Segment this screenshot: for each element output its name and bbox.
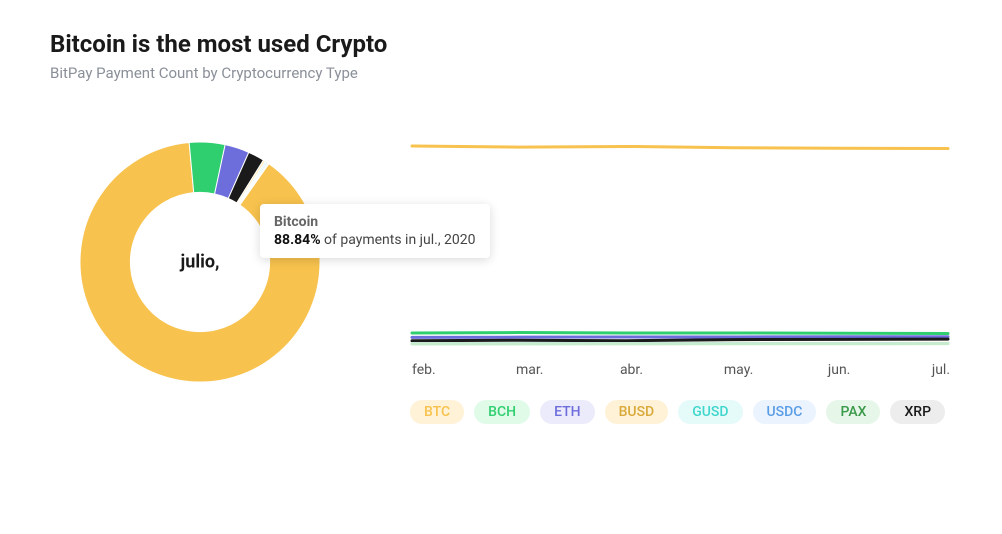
line-series-bch[interactable]	[412, 333, 948, 334]
line-series-xrp[interactable]	[412, 339, 948, 341]
x-tick-label: mar.	[516, 362, 620, 378]
legend-item-pax[interactable]: PAX	[826, 400, 880, 424]
legend: BTC BCH ETH BUSD GUSD USDC PAX XRP	[410, 400, 952, 424]
donut-svg	[50, 112, 350, 412]
line-series-eth[interactable]	[412, 337, 948, 338]
legend-item-busd[interactable]: BUSD	[605, 400, 669, 424]
page-title: Bitcoin is the most used Crypto	[50, 30, 952, 58]
line-chart[interactable]: feb.mar.abr.may.jun.jul.	[410, 112, 952, 378]
x-tick-label: jun.	[828, 362, 932, 378]
charts-row: julio, Bitcoin 88.84% of payments in jul…	[50, 112, 952, 424]
x-tick-label: abr.	[620, 362, 724, 378]
legend-item-eth[interactable]: ETH	[540, 400, 595, 424]
dashboard: Bitcoin is the most used Crypto BitPay P…	[0, 0, 1002, 444]
x-tick-label: jul.	[932, 362, 950, 378]
donut-chart[interactable]: julio, Bitcoin 88.84% of payments in jul…	[50, 112, 350, 412]
legend-item-bch[interactable]: BCH	[474, 400, 530, 424]
x-tick-label: feb.	[412, 362, 516, 378]
legend-item-usdc[interactable]: USDC	[753, 400, 817, 424]
x-tick-label: may.	[724, 362, 828, 378]
legend-item-xrp[interactable]: XRP	[890, 400, 945, 424]
line-series-btc[interactable]	[412, 146, 948, 149]
legend-item-btc[interactable]: BTC	[410, 400, 464, 424]
page-subtitle: BitPay Payment Count by Cryptocurrency T…	[50, 64, 952, 82]
x-axis-labels: feb.mar.abr.may.jun.jul.	[410, 362, 952, 378]
right-panel: feb.mar.abr.may.jun.jul. BTC BCH ETH BUSD GU…	[410, 112, 952, 424]
line-svg	[410, 112, 950, 352]
legend-item-gusd[interactable]: GUSD	[678, 400, 742, 424]
